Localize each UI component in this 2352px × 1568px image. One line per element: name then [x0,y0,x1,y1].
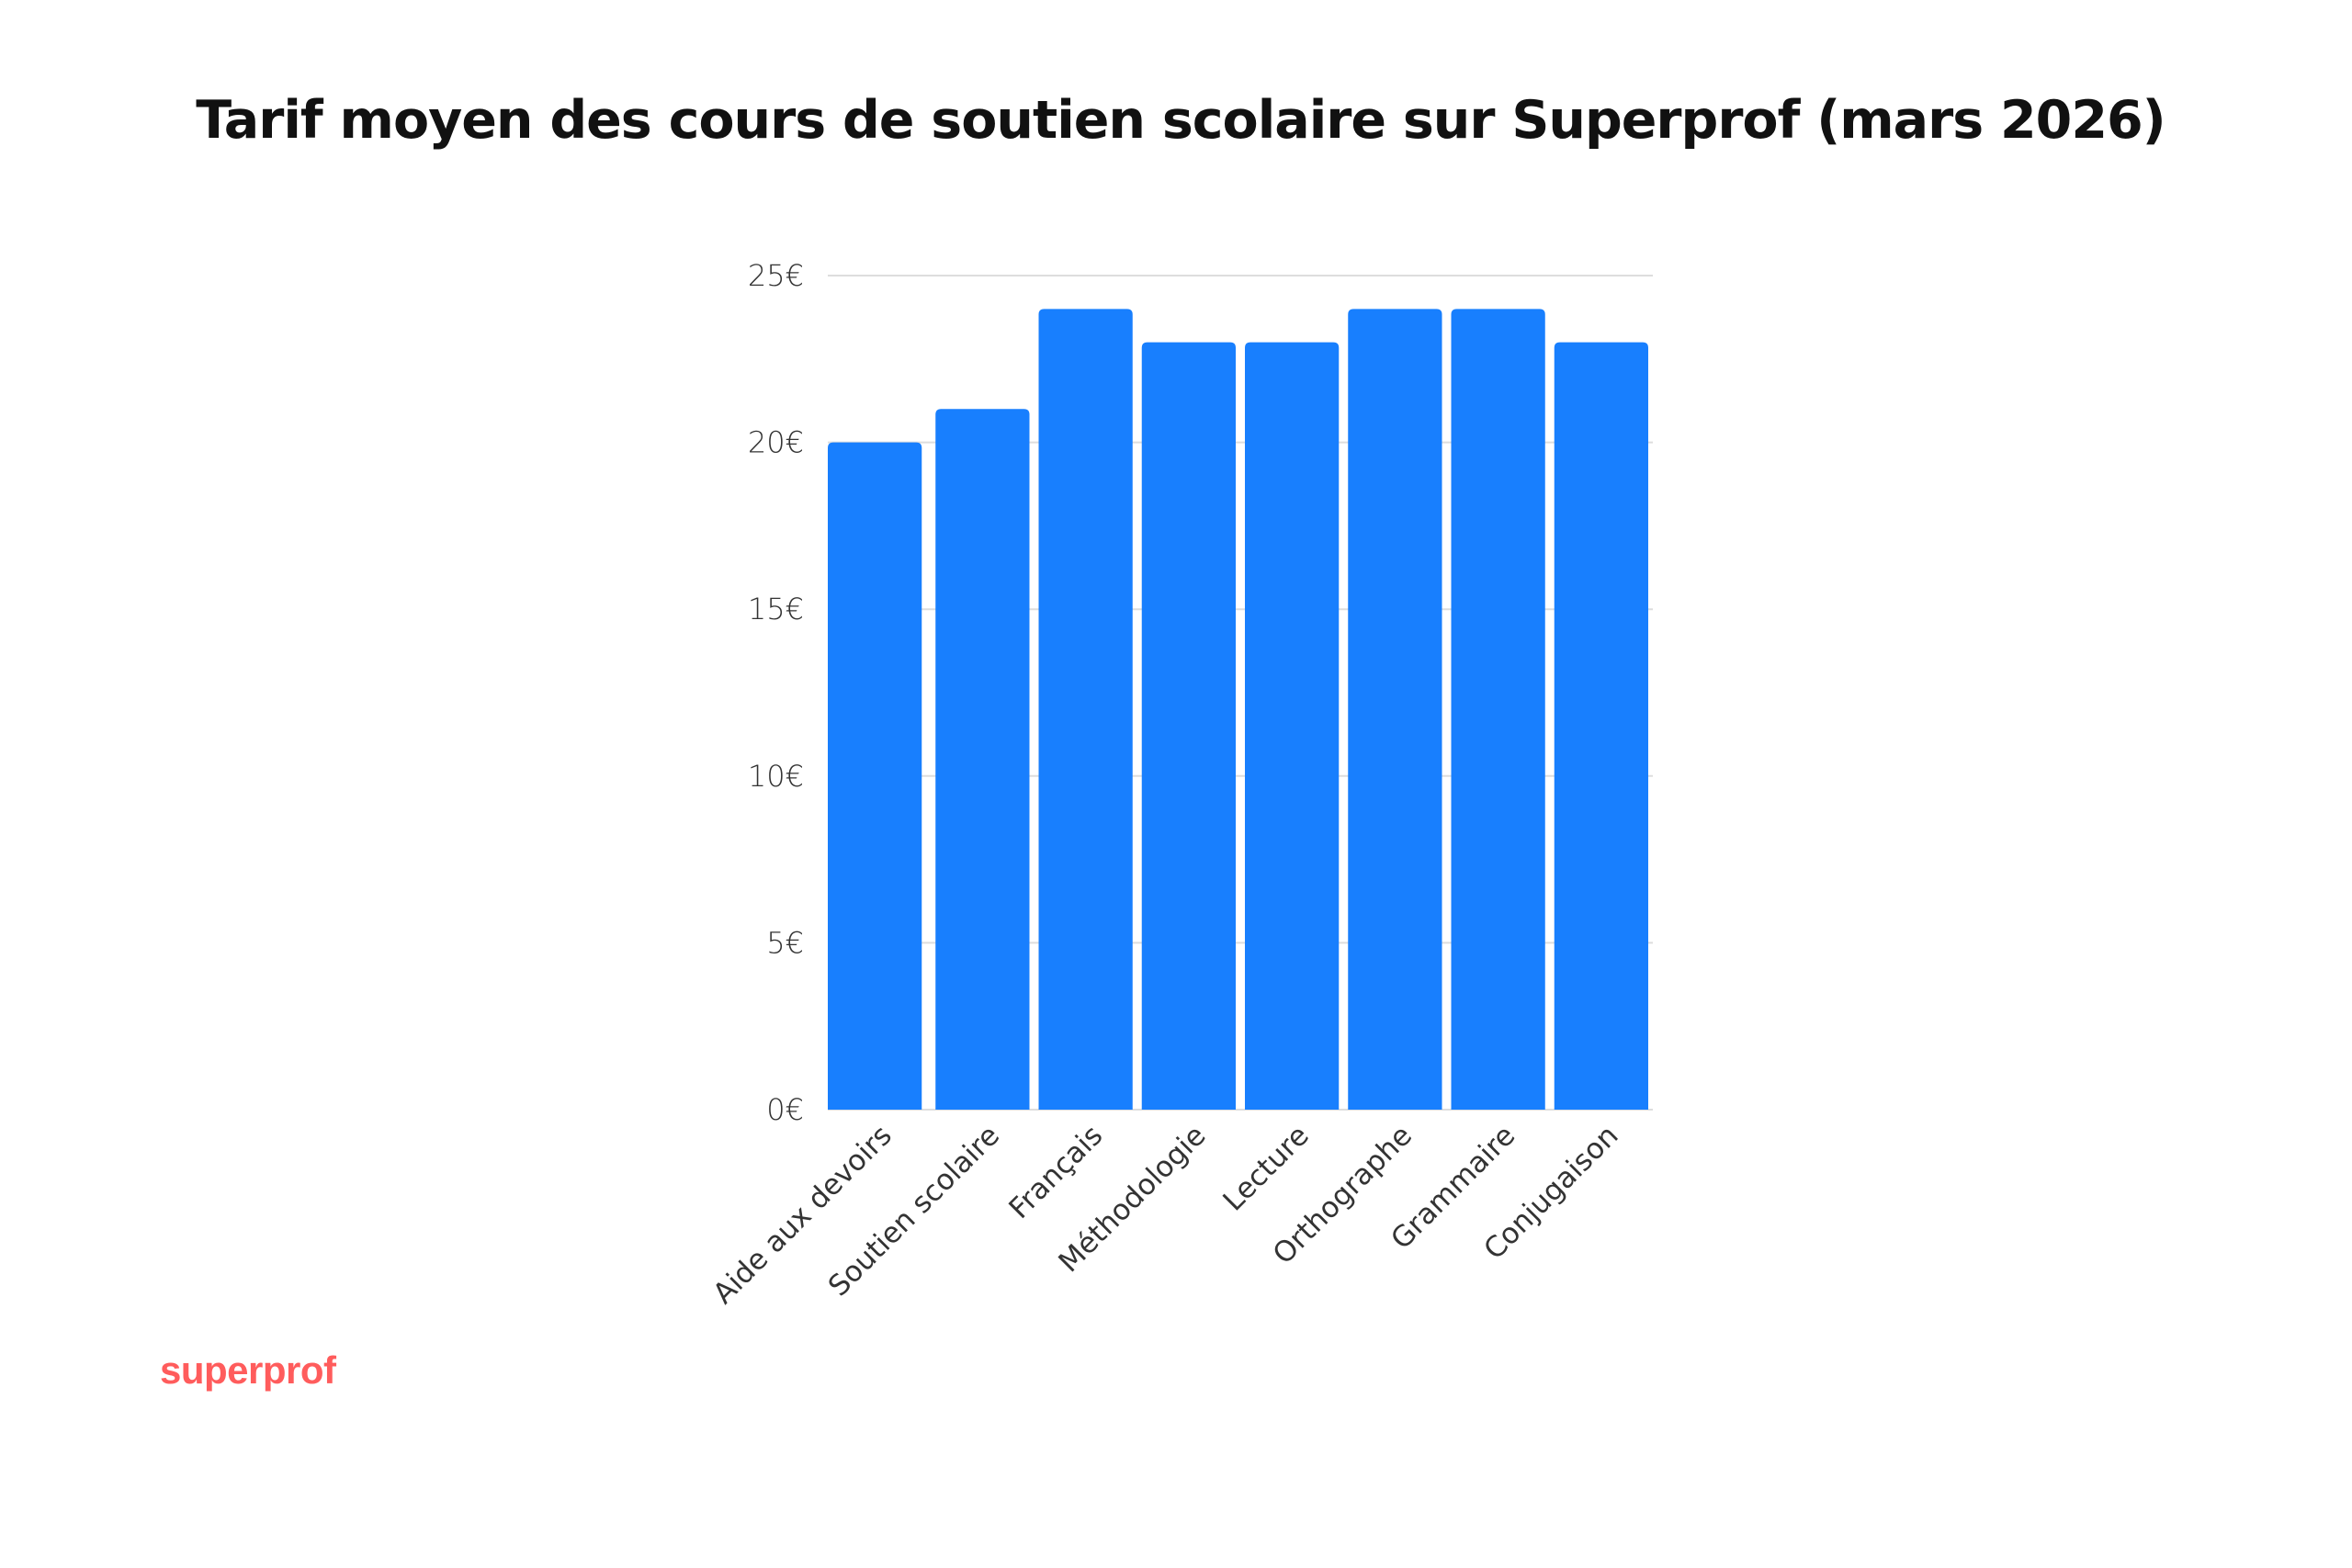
y-tick-label: 5€ [766,925,804,960]
superprof-logo: superprof [160,1348,336,1392]
bar [828,442,922,1111]
chart-title: Tarif moyen des cours de soutien scolair… [196,90,2165,151]
bar [1554,342,1648,1110]
x-tick-label: Lecture [1216,1119,1315,1217]
bar [935,409,1030,1110]
bar [1451,309,1545,1110]
bar [1038,309,1133,1110]
x-tick-label: Français [1002,1119,1109,1225]
x-tick-label: Aide aux devoirs [707,1119,898,1310]
bar [1141,342,1236,1110]
bar [1245,342,1340,1110]
bar [1348,309,1442,1110]
y-tick-label: 10€ [748,759,804,794]
y-tick-label: 0€ [766,1092,804,1127]
y-tick-label: 25€ [748,258,804,293]
y-tick-label: 20€ [748,425,804,460]
y-tick-label: 15€ [748,592,804,626]
